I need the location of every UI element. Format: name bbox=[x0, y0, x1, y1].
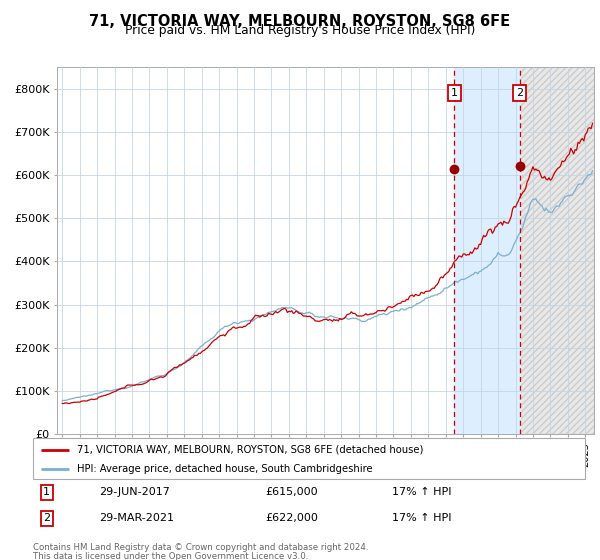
Text: 2: 2 bbox=[43, 513, 50, 523]
FancyBboxPatch shape bbox=[33, 438, 585, 479]
Text: 1: 1 bbox=[451, 88, 458, 98]
Text: Contains HM Land Registry data © Crown copyright and database right 2024.: Contains HM Land Registry data © Crown c… bbox=[33, 543, 368, 552]
Point bbox=[515, 161, 524, 170]
Text: 71, VICTORIA WAY, MELBOURN, ROYSTON, SG8 6FE: 71, VICTORIA WAY, MELBOURN, ROYSTON, SG8… bbox=[89, 14, 511, 29]
Text: 2: 2 bbox=[516, 88, 523, 98]
Bar bbox=[520, 67, 600, 434]
Text: This data is licensed under the Open Government Licence v3.0.: This data is licensed under the Open Gov… bbox=[33, 552, 308, 560]
Text: £622,000: £622,000 bbox=[265, 513, 318, 523]
Text: 29-JUN-2017: 29-JUN-2017 bbox=[99, 487, 170, 497]
Text: 29-MAR-2021: 29-MAR-2021 bbox=[99, 513, 174, 523]
Bar bbox=[520, 67, 600, 434]
Point bbox=[449, 164, 459, 173]
Text: 17% ↑ HPI: 17% ↑ HPI bbox=[392, 513, 451, 523]
Bar bbox=[454, 67, 520, 434]
Text: £615,000: £615,000 bbox=[265, 487, 317, 497]
Text: Price paid vs. HM Land Registry's House Price Index (HPI): Price paid vs. HM Land Registry's House … bbox=[125, 24, 475, 37]
Text: 17% ↑ HPI: 17% ↑ HPI bbox=[392, 487, 451, 497]
Text: HPI: Average price, detached house, South Cambridgeshire: HPI: Average price, detached house, Sout… bbox=[77, 464, 373, 474]
Text: 71, VICTORIA WAY, MELBOURN, ROYSTON, SG8 6FE (detached house): 71, VICTORIA WAY, MELBOURN, ROYSTON, SG8… bbox=[77, 445, 424, 455]
Text: 1: 1 bbox=[43, 487, 50, 497]
